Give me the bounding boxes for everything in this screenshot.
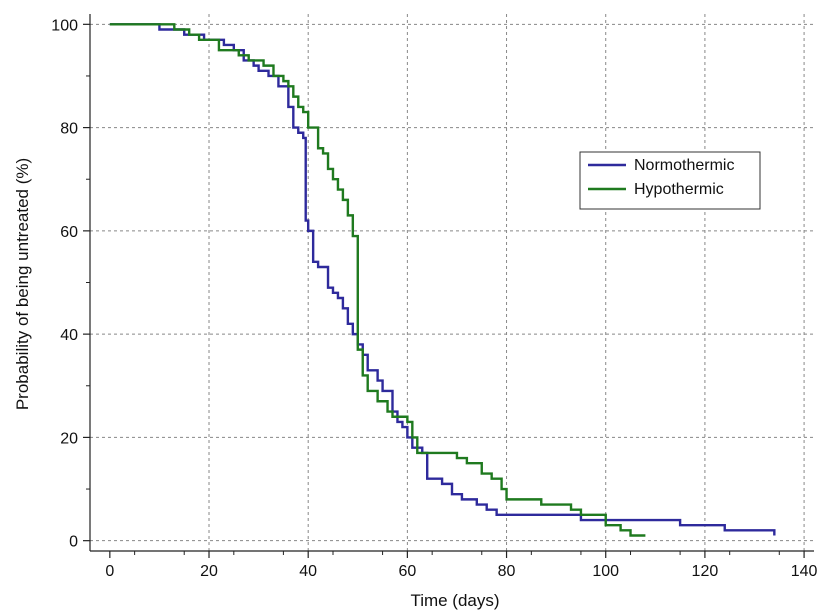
y-tick-label: 100 [51, 17, 78, 34]
x-axis-title: Time (days) [410, 591, 499, 610]
y-tick-label: 20 [60, 430, 78, 447]
y-tick-label: 60 [60, 224, 78, 241]
legend: Normothermic Hypothermic [579, 151, 761, 210]
x-tick-label: 100 [592, 563, 619, 580]
x-tick-label: 20 [200, 563, 218, 580]
series-line-hypothermic [109, 23, 646, 537]
axes [83, 14, 814, 558]
x-tick-label: 40 [299, 563, 317, 580]
tick-labels: 0 20 40 60 80 100 120 140 0 20 40 60 80 100 [51, 17, 817, 580]
legend-label-hypothermic: Hypothermic [634, 181, 724, 198]
y-tick-label: 40 [60, 327, 78, 344]
series-lines [109, 23, 776, 537]
x-tick-label: 0 [105, 563, 114, 580]
x-tick-label: 60 [398, 563, 416, 580]
y-tick-label: 0 [69, 534, 78, 551]
x-tick-label: 140 [791, 563, 818, 580]
grid-lines [90, 14, 814, 551]
y-tick-label: 80 [60, 121, 78, 138]
legend-box [579, 151, 761, 210]
legend-label-normothermic: Normothermic [634, 157, 734, 174]
y-axis-title: Probability of being untreated (%) [13, 158, 32, 410]
series-line-normothermic [109, 23, 776, 536]
x-tick-label: 120 [692, 563, 719, 580]
x-tick-label: 80 [498, 563, 516, 580]
